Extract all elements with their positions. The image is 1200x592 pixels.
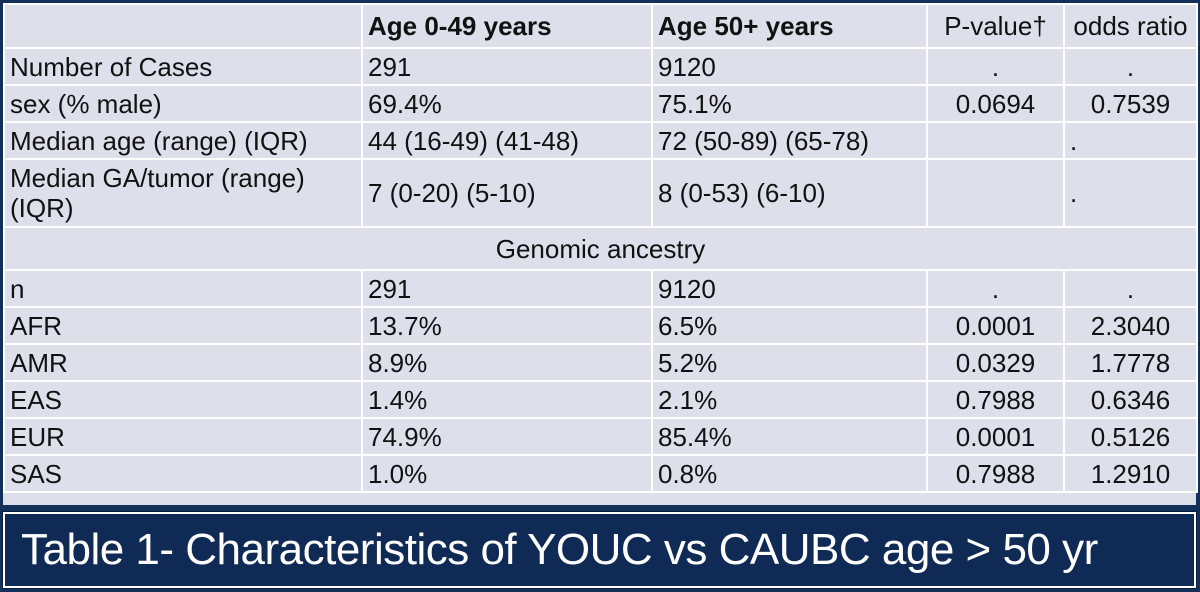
table-row: EUR 74.9% 85.4% 0.0001 0.5126 [3, 417, 1198, 456]
cell-p-value [926, 158, 1065, 228]
cell-age-50-plus: 9120 [651, 47, 928, 86]
cell-age-50-plus: 6.5% [651, 306, 928, 345]
header-cell-empty [3, 3, 363, 49]
row-label: EUR [3, 417, 363, 456]
cell-odds-ratio: . [1063, 158, 1198, 228]
cell-odds-ratio: 1.7778 [1063, 343, 1198, 382]
header-age-50-plus: Age 50+ years [651, 3, 928, 49]
cell-odds-ratio: . [1063, 47, 1198, 86]
table-row: sex (% male) 69.4% 75.1% 0.0694 0.7539 [3, 84, 1198, 123]
cell-p-value: 0.7988 [926, 380, 1065, 419]
cell-age-0-49: 291 [361, 269, 653, 308]
characteristics-table: Age 0-49 years Age 50+ years P-value† od… [3, 3, 1198, 493]
table-row: AMR 8.9% 5.2% 0.0329 1.7778 [3, 343, 1198, 382]
cell-age-50-plus: 85.4% [651, 417, 928, 456]
row-label: n [3, 269, 363, 308]
cell-age-0-49: 74.9% [361, 417, 653, 456]
table-row: Number of Cases 291 9120 . . [3, 47, 1198, 86]
cell-odds-ratio: 0.7539 [1063, 84, 1198, 123]
cell-p-value [926, 121, 1065, 160]
cell-age-50-plus: 2.1% [651, 380, 928, 419]
header-age-0-49: Age 0-49 years [361, 3, 653, 49]
table-row: AFR 13.7% 6.5% 0.0001 2.3040 [3, 306, 1198, 345]
cell-p-value: 0.7988 [926, 454, 1065, 493]
section-title: Genomic ancestry [3, 226, 1198, 271]
cell-odds-ratio: 2.3040 [1063, 306, 1198, 345]
cell-age-50-plus: 5.2% [651, 343, 928, 382]
cell-age-50-plus: 75.1% [651, 84, 928, 123]
cell-p-value: 0.0001 [926, 417, 1065, 456]
cell-age-0-49: 8.9% [361, 343, 653, 382]
table-row: SAS 1.0% 0.8% 0.7988 1.2910 [3, 454, 1198, 493]
table-row: n 291 9120 . . [3, 269, 1198, 308]
cell-age-50-plus: 0.8% [651, 454, 928, 493]
cell-odds-ratio: 0.6346 [1063, 380, 1198, 419]
cell-odds-ratio: 1.2910 [1063, 454, 1198, 493]
cell-odds-ratio: . [1063, 121, 1198, 160]
cell-p-value: 0.0001 [926, 306, 1065, 345]
row-label: SAS [3, 454, 363, 493]
row-label: Number of Cases [3, 47, 363, 86]
table-caption: Table 1- Characteristics of YOUC vs CAUB… [2, 511, 1197, 589]
header-p-value: P-value† [926, 3, 1065, 49]
cell-odds-ratio: . [1063, 269, 1198, 308]
row-label: AMR [3, 343, 363, 382]
cell-age-0-49: 69.4% [361, 84, 653, 123]
row-label: Median GA/tumor (range) (IQR) [3, 158, 363, 228]
cell-age-50-plus: 8 (0-53) (6-10) [651, 158, 928, 228]
row-label: EAS [3, 380, 363, 419]
cell-age-0-49: 1.4% [361, 380, 653, 419]
row-label: Median age (range) (IQR) [3, 121, 363, 160]
caption-text: Table 1- Characteristics of YOUC vs CAUB… [21, 525, 1098, 574]
cell-p-value: . [926, 47, 1065, 86]
header-row: Age 0-49 years Age 50+ years P-value† od… [3, 3, 1198, 49]
cell-odds-ratio: 0.5126 [1063, 417, 1198, 456]
cell-age-0-49: 7 (0-20) (5-10) [361, 158, 653, 228]
cell-age-0-49: 291 [361, 47, 653, 86]
cell-p-value: . [926, 269, 1065, 308]
row-label: AFR [3, 306, 363, 345]
section-row: Genomic ancestry [3, 226, 1198, 271]
table-row: Median GA/tumor (range) (IQR) 7 (0-20) (… [3, 158, 1198, 228]
cell-age-50-plus: 72 (50-89) (65-78) [651, 121, 928, 160]
cell-age-0-49: 1.0% [361, 454, 653, 493]
cell-age-0-49: 44 (16-49) (41-48) [361, 121, 653, 160]
cell-age-0-49: 13.7% [361, 306, 653, 345]
header-odds-ratio: odds ratio [1063, 3, 1198, 49]
row-label: sex (% male) [3, 84, 363, 123]
table-row: EAS 1.4% 2.1% 0.7988 0.6346 [3, 380, 1198, 419]
table-row: Median age (range) (IQR) 44 (16-49) (41-… [3, 121, 1198, 160]
table-container: Age 0-49 years Age 50+ years P-value† od… [3, 3, 1198, 505]
cell-age-50-plus: 9120 [651, 269, 928, 308]
cell-p-value: 0.0329 [926, 343, 1065, 382]
cell-p-value: 0.0694 [926, 84, 1065, 123]
